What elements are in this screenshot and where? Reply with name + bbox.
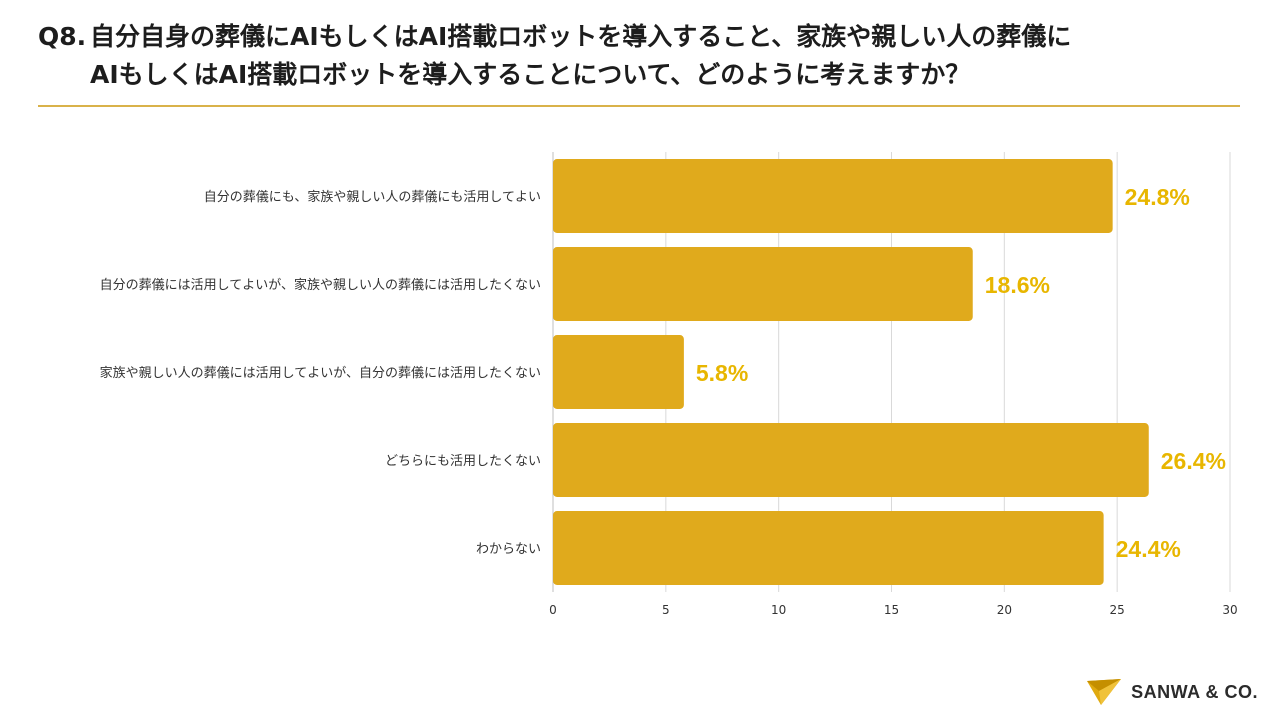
data-label: 26.4% [1161, 448, 1226, 474]
brand-logo: SANWA & CO. [1085, 676, 1258, 708]
title-line-2: AIもしくはAI搭載ロボットを導入することについて、どのように考えますか？ [90, 60, 971, 89]
category-label: わからない [476, 542, 541, 557]
category-label: 家族や親しい人の葬儀には活用してよいが、自分の葬儀には活用したくない [100, 365, 541, 381]
category-label: 自分の葬儀には活用してよいが、家族や親しい人の葬儀には活用したくない [100, 277, 541, 293]
chart-title: Q8. 自分自身の葬儀にAIもしくはAI搭載ロボットを導入すること、家族や親しい人… [38, 18, 1258, 94]
paper-plane-icon [1087, 679, 1122, 705]
x-tick-label: 0 [549, 603, 557, 617]
category-label: どちらにも活用したくない [385, 454, 541, 469]
x-tick-label: 20 [997, 603, 1012, 617]
bar [553, 423, 1149, 497]
bar [553, 511, 1104, 585]
x-tick-label: 25 [1110, 603, 1125, 617]
x-tick-label: 15 [884, 603, 899, 617]
data-label: 18.6% [985, 272, 1050, 298]
category-label: 自分の葬儀にも、家族や親しい人の葬儀にも活用してよい [204, 189, 541, 205]
title-line-1: 自分自身の葬儀にAIもしくはAI搭載ロボットを導入すること、家族や親しい人の葬儀… [90, 22, 1072, 51]
x-tick-label: 5 [662, 603, 670, 617]
bar [553, 159, 1113, 233]
data-label: 5.8% [696, 360, 748, 386]
title-divider [38, 105, 1240, 107]
bar [553, 335, 684, 409]
question-number: Q8. [38, 22, 87, 51]
data-label: 24.4% [1116, 536, 1181, 562]
x-tick-label: 10 [771, 603, 786, 617]
bar [553, 247, 973, 321]
x-tick-label: 30 [1222, 603, 1237, 617]
brand-name: SANWA & CO. [1131, 681, 1258, 702]
data-label: 24.8% [1125, 184, 1190, 210]
